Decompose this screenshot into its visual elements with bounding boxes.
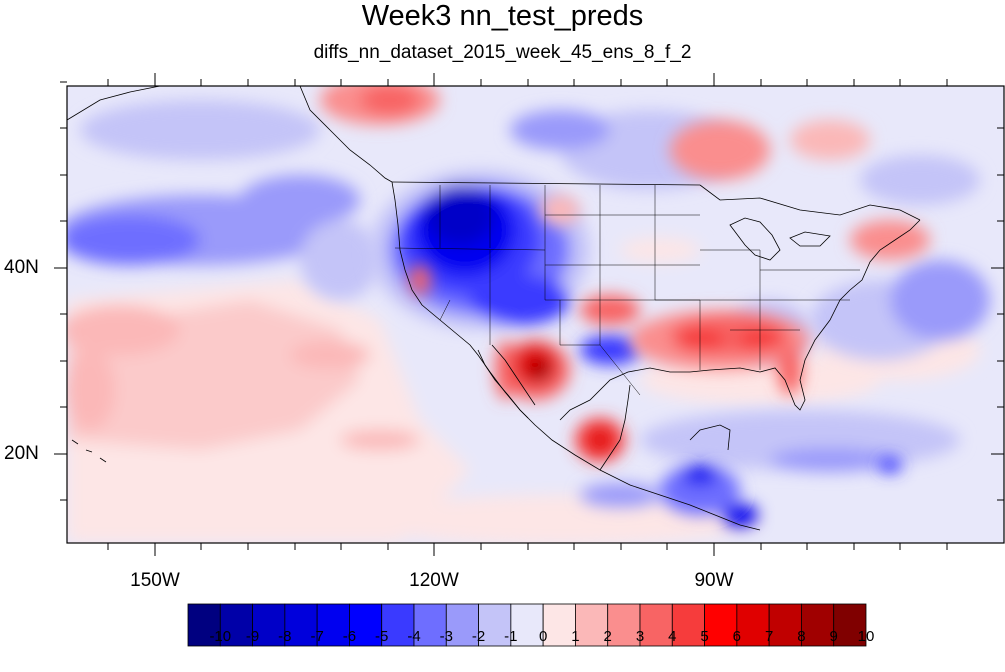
colorbar-label: -2 <box>471 628 486 645</box>
lon-tick-label: 120W <box>409 570 459 591</box>
colorbar-label: -3 <box>439 628 453 645</box>
lat-tick-label: 20N <box>4 443 39 464</box>
colorbar-label: 10 <box>857 628 875 645</box>
colorbar-label: -6 <box>342 628 357 645</box>
colorbar-label: 8 <box>797 628 806 645</box>
colorbar-label: 1 <box>571 628 580 645</box>
colorbar-label: 3 <box>635 628 645 645</box>
colorbar-label: 4 <box>668 628 677 645</box>
lat-tick-label: 40N <box>4 257 39 278</box>
colorbar-label: 5 <box>700 628 709 645</box>
colorbar-label: 7 <box>764 628 774 645</box>
chart-subtitle: diffs_nn_dataset_2015_week_45_ens_8_f_2 <box>313 42 692 63</box>
colorbar-label: 2 <box>603 628 612 645</box>
colorbar-label: -9 <box>245 628 260 645</box>
chart-title: Week3 nn_test_preds <box>361 0 644 32</box>
colorbar-label: -4 <box>407 628 421 645</box>
colorbar-label: 9 <box>829 628 838 645</box>
axis-ticks <box>54 73 1004 556</box>
colorbar-label: -8 <box>278 628 292 645</box>
colorbar-label: -7 <box>310 628 324 645</box>
lon-tick-label: 90W <box>694 570 734 591</box>
anomaly-field <box>67 86 1004 543</box>
state-borders <box>394 185 860 396</box>
colorbar-label: -10 <box>209 628 232 645</box>
map-panel <box>54 73 1005 556</box>
colorbar-label: 6 <box>732 628 742 645</box>
colorbar-label: -5 <box>375 628 389 645</box>
coastline-lines <box>67 86 921 531</box>
lon-tick-label: 150W <box>130 570 180 591</box>
colorbar-label: -1 <box>504 628 518 645</box>
colorbar-label: 0 <box>538 628 548 645</box>
